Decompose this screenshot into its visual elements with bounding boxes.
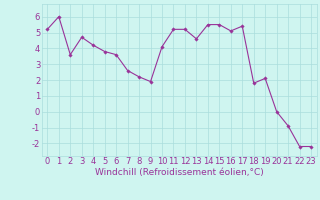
X-axis label: Windchill (Refroidissement éolien,°C): Windchill (Refroidissement éolien,°C) bbox=[95, 168, 264, 177]
